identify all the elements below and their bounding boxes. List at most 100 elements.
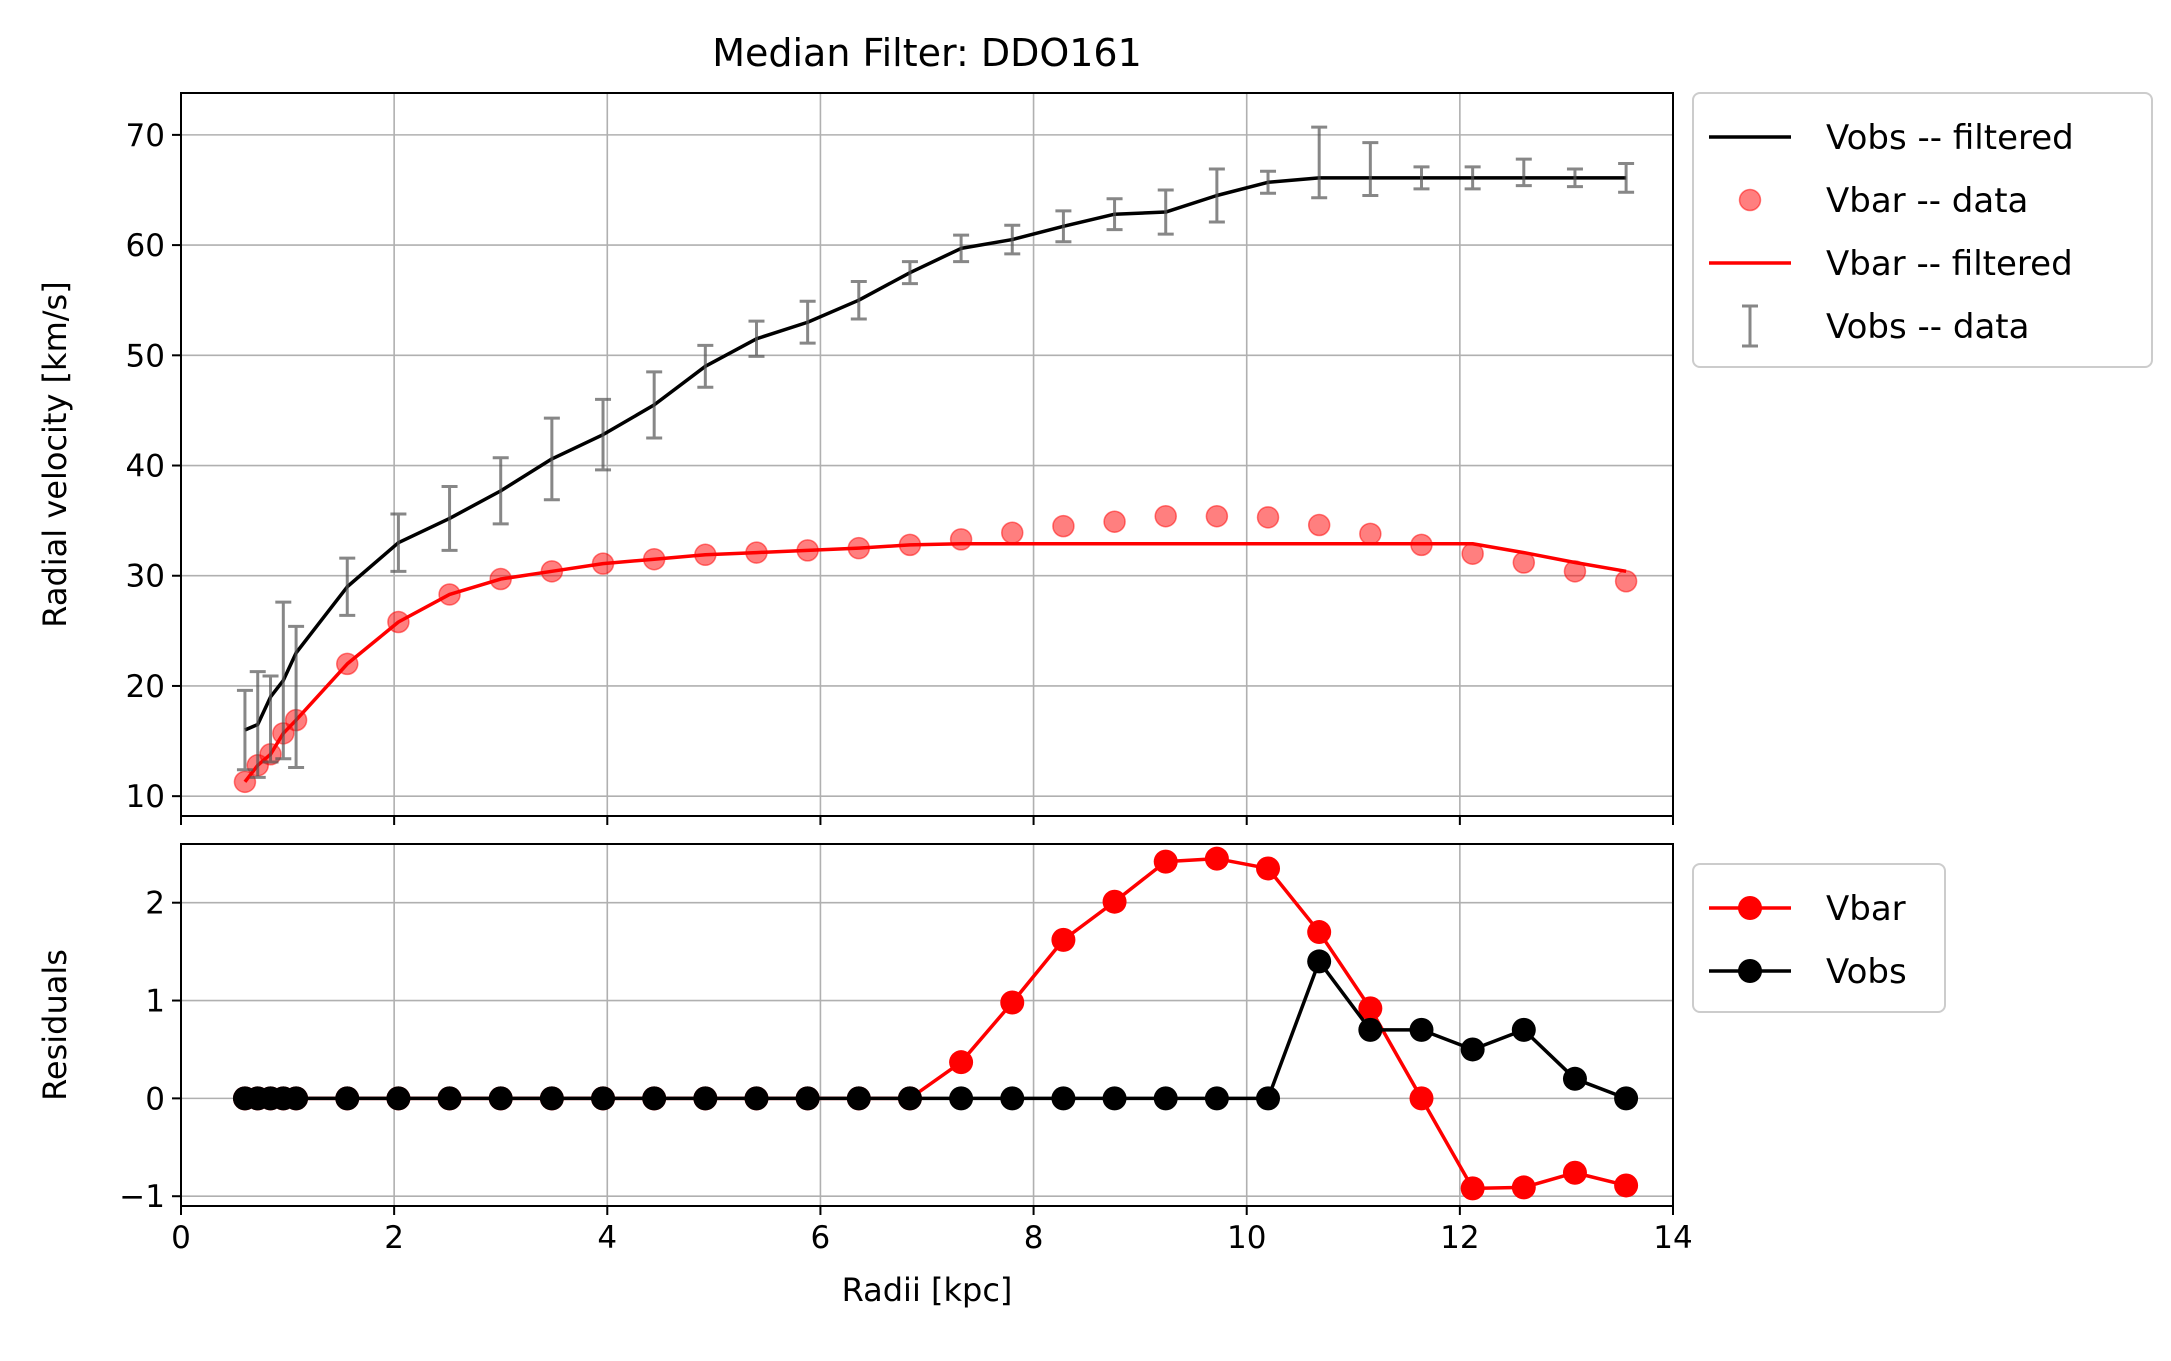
vobs-errorbar xyxy=(492,456,509,526)
legend-marker xyxy=(1738,188,1762,212)
velocity-y-tick-label: 30 xyxy=(126,559,165,595)
vbar-data-point xyxy=(1359,522,1382,546)
legend-entry: Vbar xyxy=(1709,889,1906,929)
velocity-y-tick-label: 50 xyxy=(126,338,165,374)
residuals-series-vobs-marker xyxy=(1614,1086,1639,1111)
legend-label: Vobs xyxy=(1826,952,1907,992)
vobs-errorbar xyxy=(236,688,253,772)
legend-entry: Vobs -- data xyxy=(1742,304,2029,348)
residuals-y-tick-label: −1 xyxy=(119,1179,165,1215)
x-tick-label: 12 xyxy=(1440,1220,1479,1256)
vobs-errorbar xyxy=(1515,157,1532,188)
vobs-errorbar xyxy=(646,370,663,440)
vbar-data-point xyxy=(1256,506,1280,529)
residuals-series-vbar-marker xyxy=(1102,889,1127,914)
vobs-errorbar xyxy=(1413,165,1430,191)
x-tick-label: 14 xyxy=(1653,1220,1692,1256)
residuals-series-vbar-marker xyxy=(1614,1173,1639,1198)
velocity-y-axis-label: Radial velocity [km/s] xyxy=(36,281,74,627)
vobs-errorbar xyxy=(799,299,816,345)
vobs-errorbar xyxy=(1208,167,1225,224)
x-tick-label: 6 xyxy=(811,1220,831,1256)
vobs-errorbar xyxy=(249,670,266,779)
vobs-errorbar xyxy=(1106,197,1123,232)
residuals-series-vobs-marker xyxy=(1102,1086,1127,1111)
x-axis-label: Radii [kpc] xyxy=(842,1271,1013,1309)
vbar-data-point xyxy=(949,528,973,551)
vobs-errorbar xyxy=(850,279,867,321)
legend-label: Vbar -- data xyxy=(1826,181,2028,221)
vobs-errorbar xyxy=(1260,169,1277,195)
vbar-data-point xyxy=(1001,521,1024,545)
vobs-errorbar xyxy=(441,484,458,552)
vobs-errorbar xyxy=(339,556,356,617)
residuals-series-vobs-marker xyxy=(591,1086,616,1111)
vobs-errorbar xyxy=(1055,209,1072,244)
vobs-errorbar xyxy=(1362,141,1379,197)
residuals-series-vbar-marker xyxy=(1358,996,1383,1021)
residuals-series-vbar-marker xyxy=(1051,927,1076,952)
legend-marker xyxy=(1738,896,1762,920)
x-tick-label: 2 xyxy=(384,1220,404,1256)
residuals-series-vobs-marker xyxy=(335,1086,360,1111)
chart-title: Median Filter: DDO161 xyxy=(712,31,1142,75)
residuals-series-vbar-marker xyxy=(1562,1160,1587,1185)
vobs-errorbar xyxy=(595,397,612,472)
legend-marker xyxy=(1742,304,1758,348)
residuals-series-vbar-marker xyxy=(1256,856,1281,881)
residuals-series-vbar-marker xyxy=(1409,1086,1434,1111)
vobs-errorbar xyxy=(288,624,305,770)
legend-label: Vbar xyxy=(1826,889,1906,929)
residuals-series-vobs-marker xyxy=(1409,1017,1434,1042)
residuals-series-vobs-marker xyxy=(437,1086,462,1111)
vbar-data-point xyxy=(1052,514,1075,538)
vbar-data-point xyxy=(1103,510,1126,533)
velocity-panel: 10 20 30 40 50 60 70 Median Filter: DDO161 Radia… xyxy=(36,31,1674,825)
legend-marker xyxy=(1738,959,1762,983)
residuals-series-vobs-marker xyxy=(1511,1017,1536,1042)
vobs-errorbar xyxy=(543,416,560,502)
residuals-series-vbar-marker xyxy=(1511,1175,1536,1200)
residuals-series-vobs-marker xyxy=(1460,1037,1485,1062)
velocity-y-tick-label: 70 xyxy=(126,118,165,154)
vobs-errorbar xyxy=(901,260,918,286)
vobs-errorbar xyxy=(697,343,714,389)
residuals-y-tick-label: 0 xyxy=(145,1081,165,1117)
residuals-series-vobs-marker xyxy=(642,1086,667,1111)
x-tick-label: 10 xyxy=(1227,1220,1266,1256)
legend-entry: Vbar -- filtered xyxy=(1709,244,2073,284)
residuals-series-vbar-marker xyxy=(1460,1176,1485,1201)
residuals-series-vobs-marker xyxy=(284,1086,309,1111)
residuals-series-vobs-marker xyxy=(949,1086,974,1111)
vobs-errorbar xyxy=(390,512,407,573)
residuals-series-vobs-marker xyxy=(744,1086,769,1111)
residuals-series-vobs-marker xyxy=(539,1086,564,1111)
vobs-errorbar xyxy=(1004,223,1021,256)
vobs-errorbar xyxy=(1157,188,1174,236)
residuals-axes-frame xyxy=(180,843,1674,1207)
residuals-y-tick-label: 1 xyxy=(145,984,165,1020)
residuals-series-vobs-marker xyxy=(386,1086,411,1111)
legend-entry: Vobs xyxy=(1709,952,1907,992)
residuals-legend: Vbar Vobs xyxy=(1692,863,1946,1013)
residuals-series-vbar-marker xyxy=(1000,990,1025,1015)
residuals-series-vobs-marker xyxy=(846,1086,871,1111)
velocity-y-tick-label: 60 xyxy=(126,228,165,264)
vobs-errorbar xyxy=(275,600,292,761)
legend-label: Vbar -- filtered xyxy=(1826,244,2073,284)
vobs-errorbar xyxy=(1464,165,1481,191)
velocity-y-tick-label: 20 xyxy=(126,669,165,705)
residuals-series-vobs-marker xyxy=(897,1086,922,1111)
residuals-series-vbar-marker xyxy=(1204,846,1229,871)
vobs-errorbar xyxy=(262,674,279,764)
x-tick-label: 8 xyxy=(1024,1220,1044,1256)
legend-entry: Vobs -- filtered xyxy=(1709,118,2074,158)
residuals-series-vobs-marker xyxy=(1051,1086,1076,1111)
residuals-y-tick-label: 2 xyxy=(145,886,165,922)
vobs-errorbar xyxy=(748,319,765,358)
residuals-series-vbar-marker xyxy=(949,1050,974,1075)
legend-label: Vobs -- filtered xyxy=(1826,118,2074,158)
legend-box xyxy=(1692,863,1946,1013)
